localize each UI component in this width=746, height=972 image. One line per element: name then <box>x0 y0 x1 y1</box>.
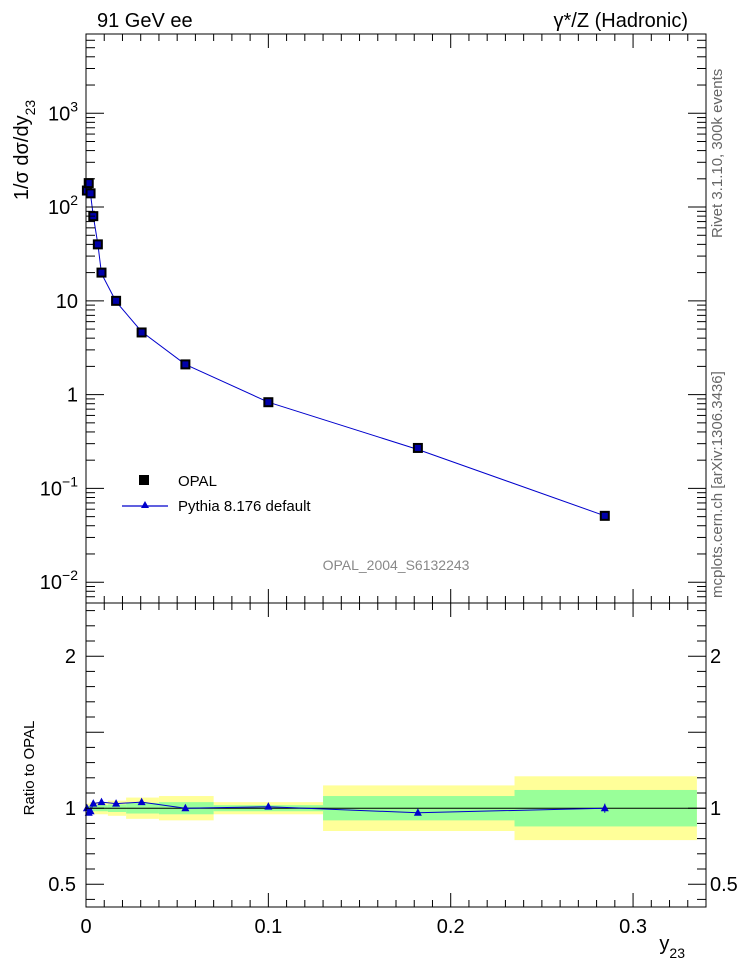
ratio-y-tick-label: 0.5 <box>48 874 76 896</box>
analysis-id-label: OPAL_2004_S6132243 <box>323 557 470 573</box>
opal-data-point-fill <box>87 190 94 197</box>
opal-data-point-fill <box>113 297 120 304</box>
ratio-panel-frame <box>85 602 707 908</box>
x-axis-label: y23 <box>659 933 685 961</box>
ratio-y-tick-label-right: 0.5 <box>710 874 738 896</box>
main-y-tick-label: 10−2 <box>40 567 78 594</box>
main-y-axis-label: 1/σ dσ/dy23 <box>11 100 38 201</box>
opal-data-point-fill <box>138 329 145 336</box>
x-tick-label: 0 <box>80 916 91 938</box>
legend: OPAL Pythia 8.176 default <box>122 473 311 515</box>
main-y-tick-label: 103 <box>48 98 78 125</box>
main-y-axis-label-sub: 23 <box>22 100 38 116</box>
opal-data-point-fill <box>414 444 421 451</box>
chart-title-left: 91 GeV ee <box>97 10 193 32</box>
opal-data-point-fill <box>265 399 272 406</box>
main-panel-axes: 10−2 10−1 1 10 102 103 <box>40 33 707 604</box>
ratio-y-tick-label: 2 <box>65 646 76 668</box>
mcplots-label: mcplots.cern.ch [arXiv:1306.3436] <box>709 371 726 598</box>
main-panel-content <box>81 178 610 521</box>
ratio-y-tick-label: 1 <box>65 798 76 820</box>
x-axis-label-main: y <box>659 933 669 955</box>
rivet-version-label: Rivet 3.1.10, 300k events <box>709 69 726 238</box>
opal-data-point-fill <box>601 512 608 519</box>
x-tick-label: 0.1 <box>254 916 282 938</box>
ratio-panel-content <box>82 776 706 841</box>
ratio-point <box>264 802 273 810</box>
legend-pythia-label: Pythia 8.176 default <box>178 498 311 515</box>
x-axis-label-sub: 23 <box>669 945 685 961</box>
svg-text:y23: y23 <box>659 933 685 961</box>
legend-opal-marker <box>139 475 149 485</box>
svg-text:1/σ dσ/dy23: 1/σ dσ/dy23 <box>11 100 38 201</box>
ratio-point <box>86 806 95 815</box>
x-tick-label: 0.3 <box>619 916 647 938</box>
main-y-tick-label: 102 <box>48 192 78 219</box>
opal-data-point-fill <box>182 361 189 368</box>
ratio-point <box>413 808 422 816</box>
ratio-point <box>112 799 121 807</box>
ratio-y-tick-label-right: 2 <box>710 646 721 668</box>
chart-title-right: γ*/Z (Hadronic) <box>554 10 688 32</box>
x-tick-label: 0.2 <box>437 916 465 938</box>
main-y-tick-label: 1 <box>67 385 78 407</box>
pythia-series-line <box>86 184 605 517</box>
main-panel-frame <box>85 33 707 604</box>
main-y-axis-label-main: 1/σ dσ/dy <box>11 115 33 200</box>
opal-data-point-fill <box>85 180 92 187</box>
ratio-y-axis-label: Ratio to OPAL <box>21 721 38 816</box>
ratio-point <box>89 799 98 807</box>
ratio-panel-axes: 0 0.1 0.2 0.3 0.5 0.5 1 1 2 2 <box>48 602 738 938</box>
main-y-tick-label: 10−1 <box>40 473 78 500</box>
legend-pythia-marker <box>141 501 149 508</box>
opal-data-point-fill <box>98 269 105 276</box>
ratio-point <box>97 797 106 806</box>
main-y-tick-label: 10 <box>56 291 78 313</box>
opal-data-point-fill <box>94 241 101 248</box>
ratio-point <box>600 803 609 812</box>
ratio-point <box>137 797 146 806</box>
ratio-point <box>181 803 190 812</box>
legend-opal-label: OPAL <box>178 473 217 490</box>
ratio-y-tick-label-right: 1 <box>710 798 721 820</box>
